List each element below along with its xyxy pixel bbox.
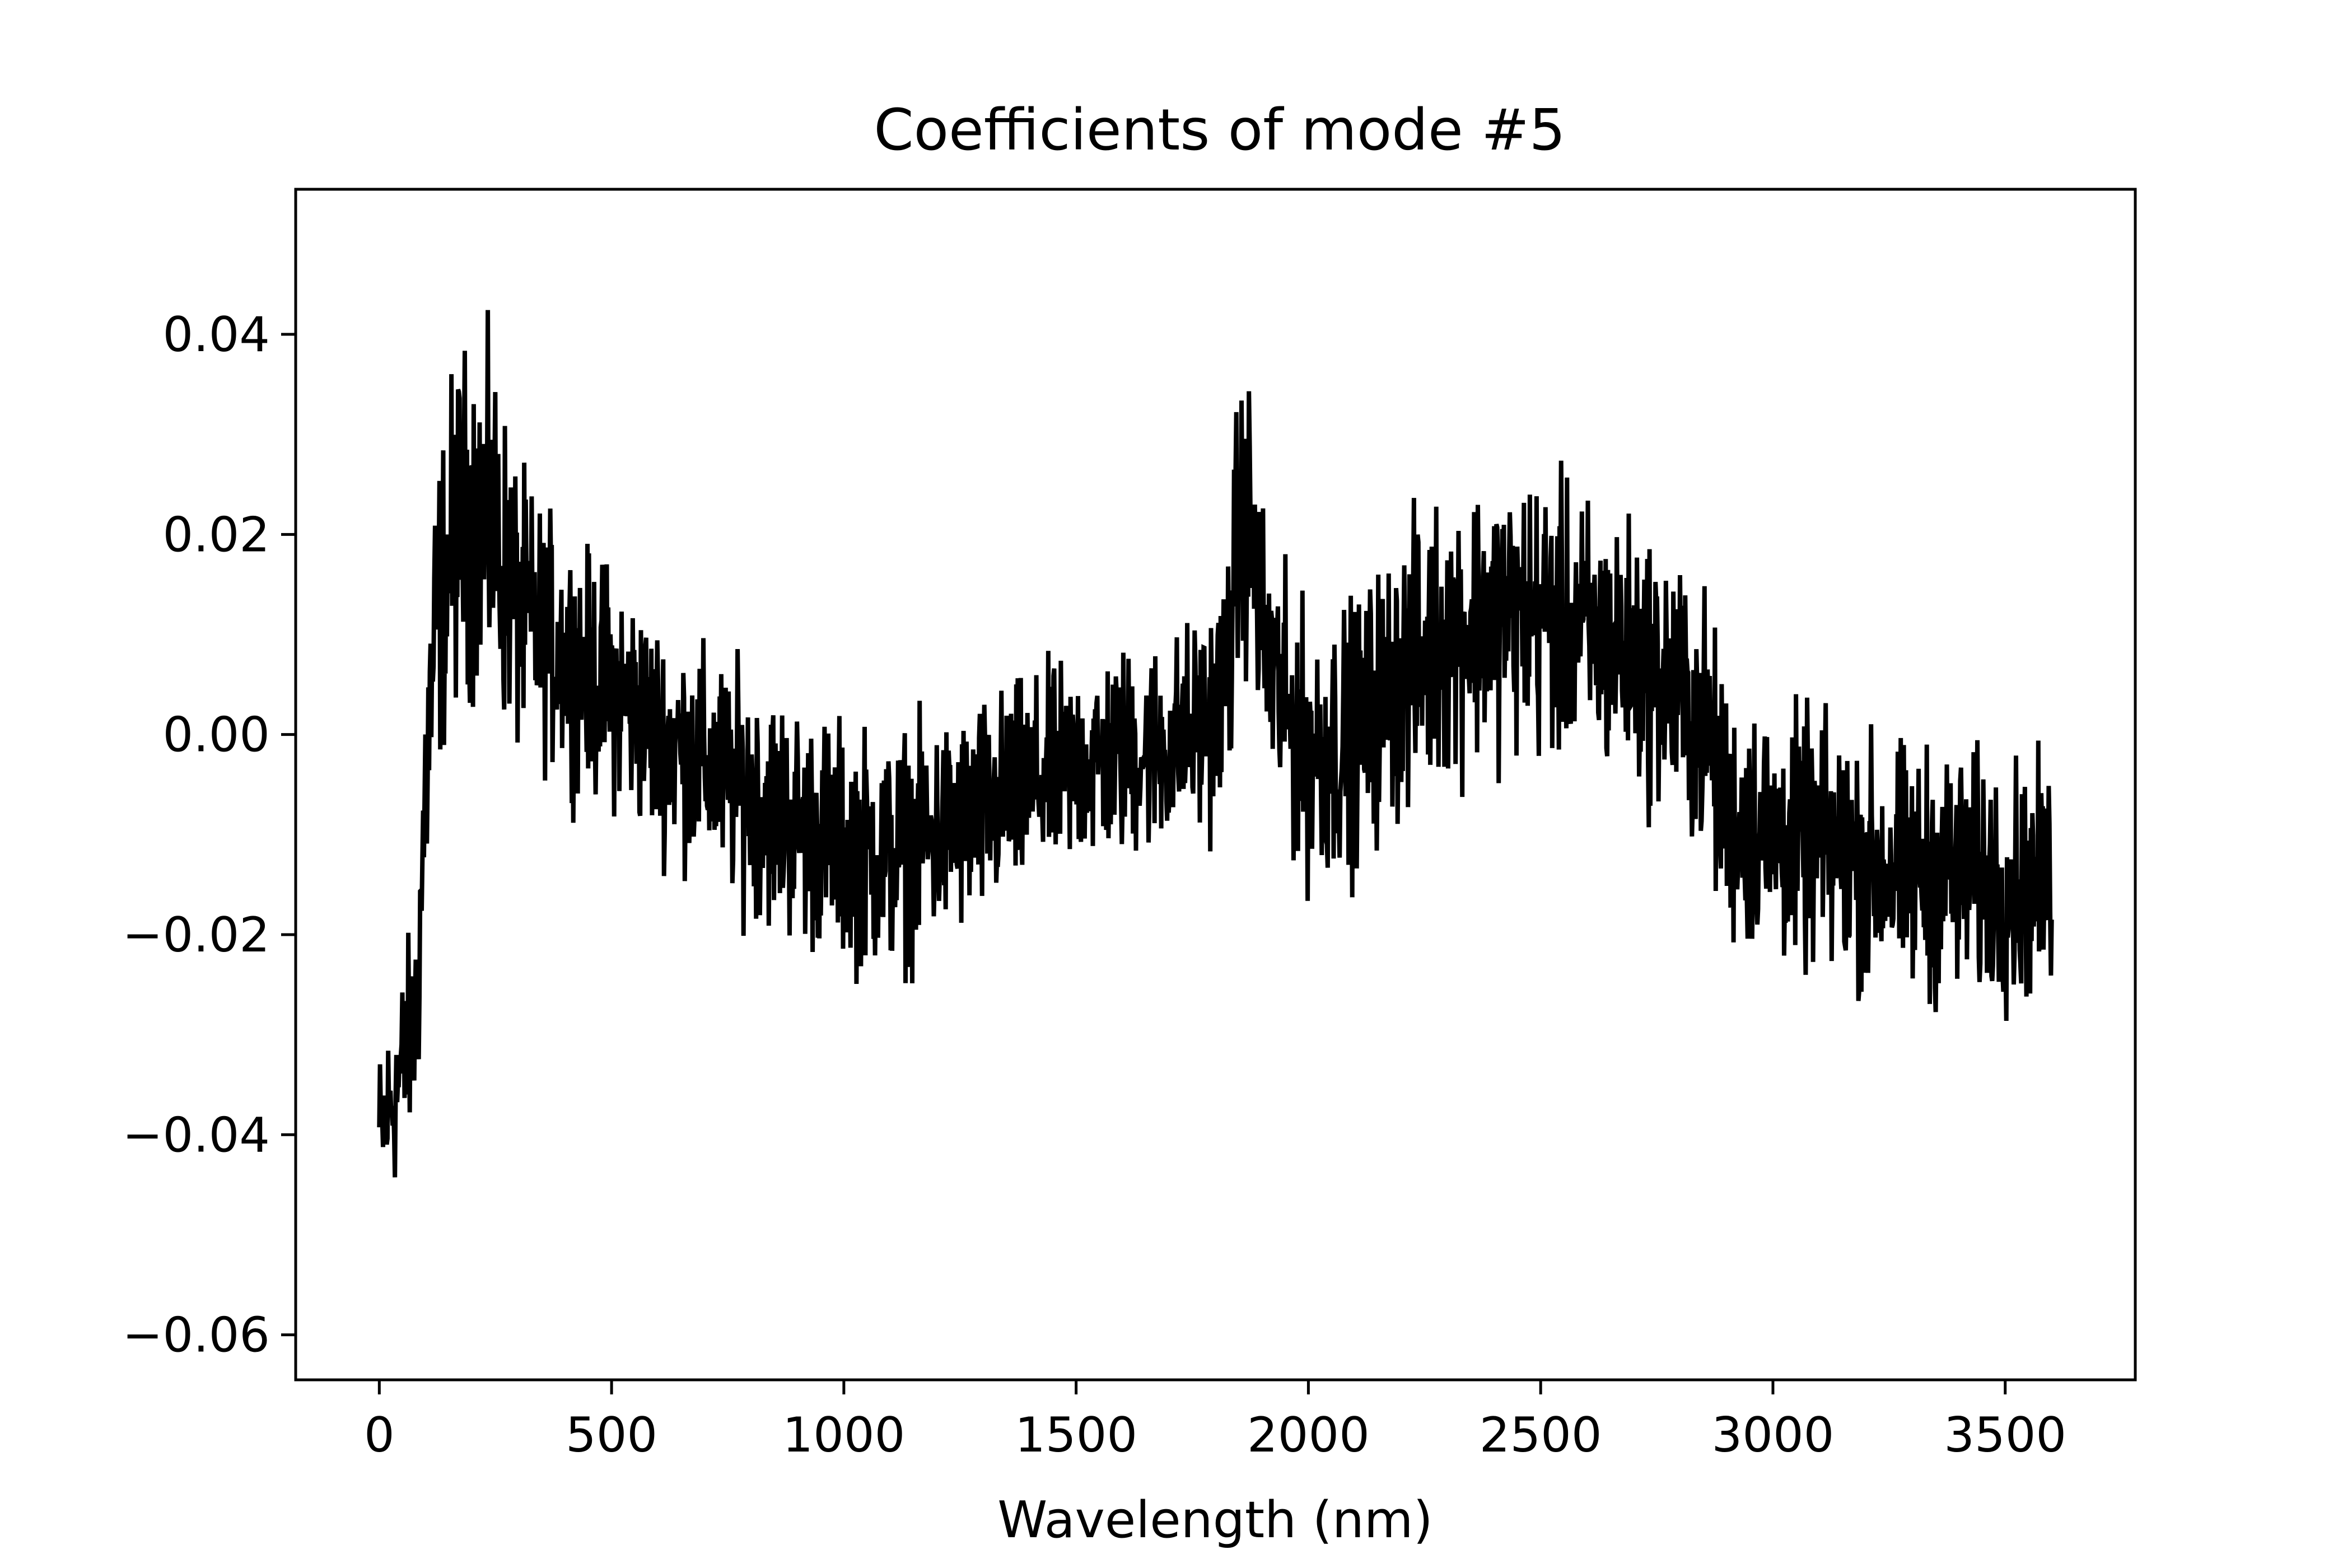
y-tick-label: 0.02 [163,507,270,563]
x-axis-label: Wavelength (nm) [997,1491,1432,1550]
y-tick-label: 0.04 [163,307,270,363]
y-axis: −0.06 −0.04 −0.02 0.00 0.02 0.04 [122,307,296,1364]
x-tick-label: 3500 [1944,1407,2066,1463]
x-tick-label: 500 [566,1407,657,1463]
y-tick-label: 0.00 [163,707,270,763]
plot-area [294,188,2137,1382]
x-tick-label: 2500 [1480,1407,1602,1463]
x-axis: 0 500 1000 1500 2000 2500 3000 3500 [364,1380,2066,1463]
x-tick-label: 0 [364,1407,395,1463]
plot-frame [294,188,2137,1382]
y-tick-label: −0.06 [122,1308,270,1364]
x-tick-label: 1000 [782,1407,905,1463]
y-tick-label: −0.04 [122,1107,270,1163]
series-line [377,310,2054,1178]
y-tick-label: −0.02 [122,907,270,963]
chart-title: Coefficients of mode #5 [874,97,1565,164]
x-tick-label: 1500 [1015,1407,1137,1463]
x-tick-label: 2000 [1247,1407,1370,1463]
x-tick-label: 3000 [1712,1407,1835,1463]
